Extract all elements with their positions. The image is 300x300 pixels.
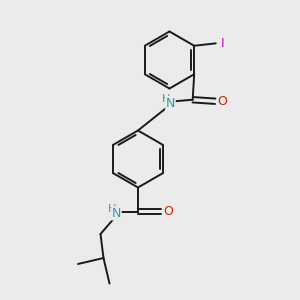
Text: H: H bbox=[107, 204, 116, 214]
Text: O: O bbox=[163, 205, 173, 218]
Text: N: N bbox=[112, 207, 121, 220]
Text: I: I bbox=[220, 37, 224, 50]
Text: N: N bbox=[166, 97, 175, 110]
Text: H: H bbox=[161, 94, 170, 104]
Text: O: O bbox=[218, 95, 228, 108]
